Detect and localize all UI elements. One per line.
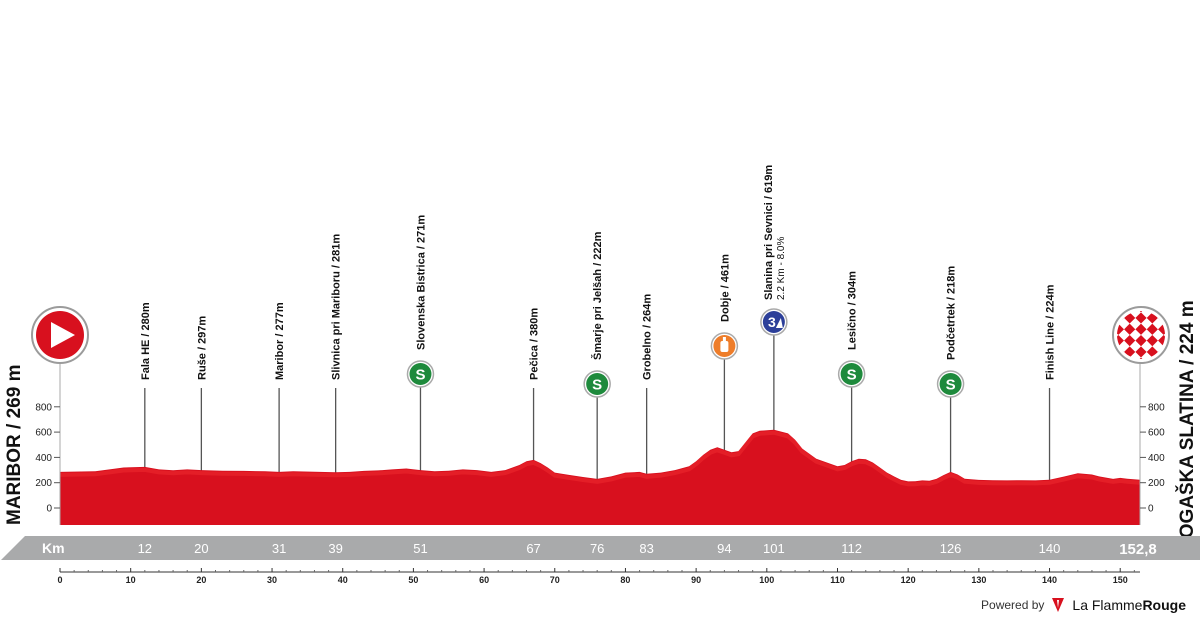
km-marker: 112 bbox=[841, 541, 862, 556]
waypoint-label: Ruše / 297m bbox=[196, 316, 208, 380]
waypoint-label: Slovenska Bistrica / 271m bbox=[415, 215, 427, 350]
waypoint-icons: S S 3 S S bbox=[406, 308, 965, 398]
x-tick-label: 60 bbox=[479, 575, 489, 585]
km-marker: 94 bbox=[717, 541, 731, 556]
x-tick-label: 130 bbox=[971, 575, 986, 585]
powered-by-text: Powered by bbox=[981, 598, 1045, 612]
y-tick-label-right: 400 bbox=[1148, 453, 1165, 464]
y-axis-right: 0 200 400 600 800 bbox=[1139, 362, 1165, 525]
x-tick-label: 120 bbox=[901, 575, 916, 585]
x-tick-label: 40 bbox=[338, 575, 348, 585]
y-tick-label-right: 600 bbox=[1148, 428, 1165, 439]
y-tick-label-left: 200 bbox=[35, 478, 52, 489]
svg-text:S: S bbox=[946, 377, 956, 394]
km-marker: 76 bbox=[590, 541, 604, 556]
feed-zone-icon bbox=[710, 332, 739, 360]
y-tick-label-left: 800 bbox=[35, 402, 52, 413]
x-tick-label: 0 bbox=[57, 575, 62, 585]
x-tick-label: 30 bbox=[267, 575, 277, 585]
y-axis-left: 0 200 400 600 800 bbox=[35, 362, 61, 525]
start-label: MARIBOR / 269 m bbox=[4, 365, 25, 525]
y-tick-label-right: 800 bbox=[1148, 402, 1165, 413]
km-unit-label: Km bbox=[42, 540, 65, 556]
x-tick-label: 100 bbox=[759, 575, 774, 585]
sprint-icon: S bbox=[837, 360, 866, 388]
svg-text:3: 3 bbox=[768, 314, 776, 330]
km-marker: 126 bbox=[940, 541, 962, 556]
km-bar bbox=[1, 536, 1200, 560]
flame-logo-icon bbox=[1052, 598, 1065, 612]
waypoint-label: Podčetrtek / 218m bbox=[946, 266, 958, 360]
waypoint-label: Lesično / 304m bbox=[847, 271, 859, 350]
x-tick-label: 140 bbox=[1042, 575, 1057, 585]
waypoint-sublabel: 2.2 Km - 8.0% bbox=[776, 237, 787, 300]
x-tick-label: 110 bbox=[830, 575, 845, 585]
svg-text:S: S bbox=[592, 377, 602, 394]
x-tick-label: 10 bbox=[126, 575, 136, 585]
y-tick-label-left: 0 bbox=[46, 504, 52, 515]
x-tick-label: 20 bbox=[196, 575, 206, 585]
brand-name-a: La Flamme bbox=[1072, 597, 1143, 613]
elevation-area bbox=[60, 429, 1140, 525]
svg-text:S: S bbox=[415, 367, 425, 384]
waypoint-label: Dobje / 461m bbox=[719, 254, 731, 322]
waypoint-label: Pečica / 380m bbox=[529, 308, 541, 380]
km-marker: 140 bbox=[1039, 541, 1061, 556]
y-tick-label-left: 400 bbox=[35, 453, 52, 464]
elevation-shading bbox=[59, 430, 1141, 487]
credit: Powered by La FlammeRouge bbox=[981, 596, 1186, 614]
km-marker: 101 bbox=[763, 541, 785, 556]
waypoint-label: Finish Line / 224m bbox=[1045, 284, 1057, 380]
y-tick-label-right: 0 bbox=[1148, 504, 1154, 515]
x-tick-label: 80 bbox=[620, 575, 630, 585]
km-marker: 31 bbox=[272, 541, 286, 556]
waypoint-label: Fala HE / 280m bbox=[140, 302, 152, 380]
brand-name-b: Rouge bbox=[1142, 597, 1186, 613]
sprint-icon: S bbox=[936, 370, 965, 398]
x-tick-label: 90 bbox=[691, 575, 701, 585]
finish-icon bbox=[1112, 306, 1170, 364]
total-distance: 152,8 bbox=[1119, 541, 1157, 558]
y-tick-label-left: 600 bbox=[35, 428, 52, 439]
waypoint-label: Maribor / 277m bbox=[274, 302, 286, 380]
waypoint-label: Grobelno / 264m bbox=[642, 294, 654, 380]
km-markers: 12 20 31 39 51 67 76 83 94 101 112 126 140 bbox=[138, 541, 1061, 556]
sprint-icon: S bbox=[406, 360, 435, 388]
start-icon bbox=[31, 306, 89, 364]
km-marker: 67 bbox=[526, 541, 540, 556]
waypoint-label: Slanina pri Sevnici / 619m bbox=[763, 165, 775, 300]
km-marker: 39 bbox=[328, 541, 342, 556]
km-marker: 51 bbox=[413, 541, 427, 556]
brand-name: La FlammeRouge bbox=[1072, 597, 1186, 613]
elevation-profile bbox=[59, 429, 1141, 525]
svg-text:S: S bbox=[847, 367, 857, 384]
finish-label: ROGAŠKA SLATINA / 224 m bbox=[1176, 300, 1198, 552]
waypoint-label: Šmarje pri Jelšah / 222m bbox=[591, 231, 604, 360]
km-marker: 12 bbox=[138, 541, 152, 556]
x-tick-label: 50 bbox=[408, 575, 418, 585]
waypoint-labels: Fala HE / 280m Ruše / 297m Maribor / 277m S… bbox=[140, 165, 1057, 380]
waypoint-label: Slivnica pri Mariboru / 281m bbox=[331, 234, 343, 380]
x-tick-label: 150 bbox=[1113, 575, 1128, 585]
x-tick-label: 70 bbox=[550, 575, 560, 585]
x-axis: 0 10 20 30 40 50 60 70 80 90 100 110 120 130 140 150 bbox=[57, 568, 1135, 585]
km-marker: 20 bbox=[194, 541, 208, 556]
y-tick-label-right: 200 bbox=[1148, 478, 1165, 489]
km-marker: 83 bbox=[639, 541, 653, 556]
sprint-icon: S bbox=[583, 370, 611, 398]
climb-category-icon: 3 bbox=[760, 308, 788, 336]
